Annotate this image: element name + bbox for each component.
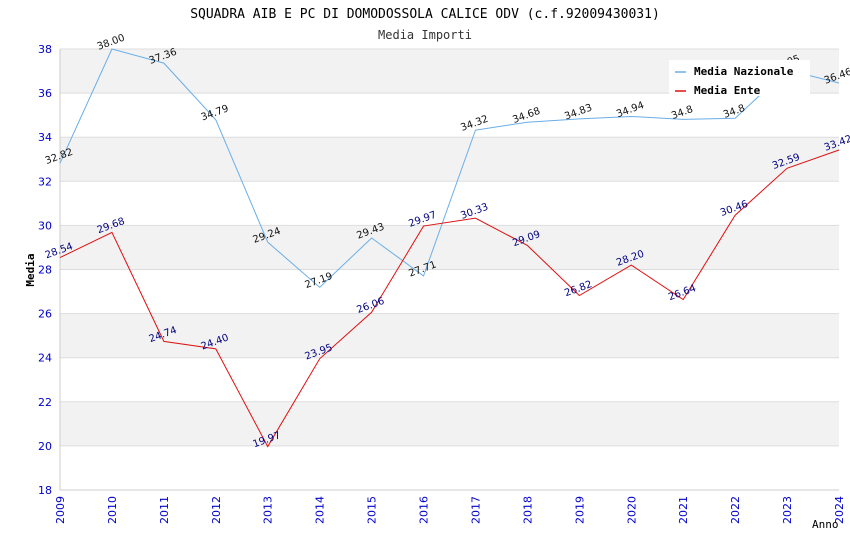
x-tick-label: 2015 <box>366 496 379 524</box>
x-tick-label: 2012 <box>210 496 223 524</box>
legend-label-nazionale: Media Nazionale <box>694 65 794 78</box>
grid-band <box>60 313 839 358</box>
data-label-ente: 26.64 <box>667 283 698 303</box>
grid-band <box>60 225 839 270</box>
grid-band <box>60 401 839 446</box>
x-tick-label: 2009 <box>54 496 67 524</box>
x-tick-label: 2020 <box>625 496 638 524</box>
y-tick-label: 30 <box>38 219 52 232</box>
x-tick-label: 2010 <box>106 496 119 524</box>
y-tick-label: 26 <box>38 308 52 321</box>
data-label-ente: 26.82 <box>563 279 594 299</box>
data-label-nazionale: 34.32 <box>459 114 490 134</box>
series-lines <box>59 48 840 448</box>
y-tick-label: 22 <box>38 396 52 409</box>
y-tick-label: 28 <box>38 264 52 277</box>
y-tick-label: 18 <box>38 484 52 497</box>
data-labels: 32.8238.0037.3634.7929.2427.1929.4327.71… <box>44 33 850 451</box>
series-line-nazionale <box>59 48 840 289</box>
legend-label-ente: Media Ente <box>694 84 761 97</box>
y-tick-label: 20 <box>38 440 52 453</box>
y-tick-label: 34 <box>38 131 52 144</box>
x-tick-label: 2018 <box>521 496 534 524</box>
x-tick-label: 2022 <box>729 496 742 524</box>
x-tick-label: 2016 <box>418 496 431 524</box>
grid-band <box>60 137 839 182</box>
legend-box <box>669 60 810 96</box>
grid-bands <box>60 49 839 446</box>
x-tick-label: 2023 <box>781 496 794 524</box>
x-tick-label: 2017 <box>469 496 482 524</box>
data-label-nazionale: 34.79 <box>200 103 231 123</box>
legend: Media Nazionale Media Ente <box>669 60 810 97</box>
x-tick-label: 2013 <box>262 496 275 524</box>
data-label-nazionale: 27.19 <box>303 271 334 291</box>
x-tick-label: 2021 <box>677 496 690 524</box>
y-axis-ticks: 18 20 22 24 26 28 30 32 34 36 38 <box>38 43 52 497</box>
x-tick-label: 2024 <box>833 496 846 524</box>
x-axis-label: Anno <box>812 518 839 531</box>
x-axis-ticks: 2009 2010 2011 2012 2013 2014 2015 2016 2017 2018… <box>54 496 846 524</box>
y-axis-label: Media <box>24 253 37 286</box>
y-tick-label: 36 <box>38 87 52 100</box>
y-tick-label: 24 <box>38 352 52 365</box>
chart-title: SQUADRA AIB E PC DI DOMODOSSOLA CALICE O… <box>190 7 660 22</box>
x-tick-label: 2014 <box>314 496 327 524</box>
data-label-nazionale: 34.83 <box>563 102 594 122</box>
data-label-ente: 30.33 <box>459 202 490 222</box>
grid-lines <box>60 48 839 491</box>
chart-subtitle: Media Importi <box>378 28 472 42</box>
x-tick-label: 2011 <box>158 496 171 524</box>
y-tick-label: 32 <box>38 175 52 188</box>
data-label-nazionale: 34.68 <box>511 106 542 126</box>
axes <box>59 49 839 491</box>
series-line-ente <box>59 149 840 448</box>
y-tick-label: 38 <box>38 43 52 56</box>
x-tick-label: 2019 <box>573 496 586 524</box>
